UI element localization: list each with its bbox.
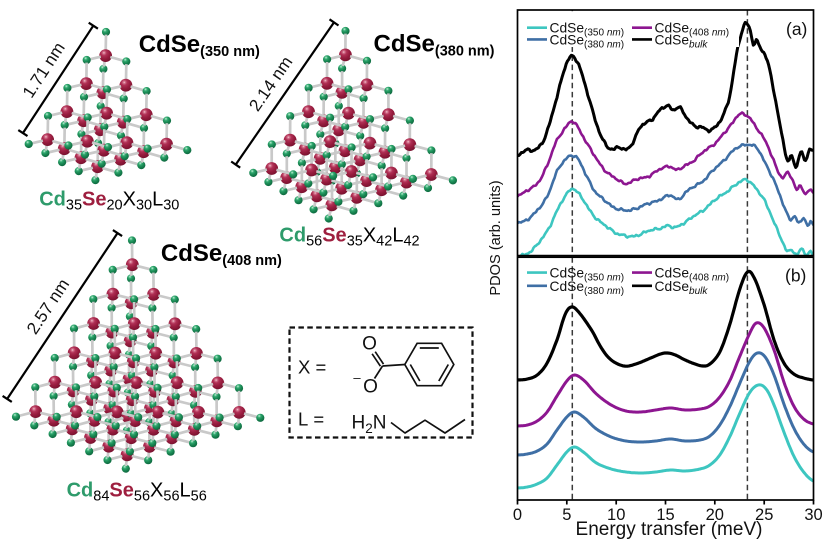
svg-text:(b): (b): [785, 266, 806, 286]
svg-text:O: O: [362, 334, 377, 355]
svg-text:5: 5: [562, 506, 571, 524]
svg-text:0: 0: [513, 506, 522, 524]
svg-text:Energy transfer (meV): Energy transfer (meV): [576, 519, 763, 540]
svg-text:PDOS (arb. units): PDOS (arb. units): [488, 180, 504, 295]
svg-text:X =: X =: [298, 357, 326, 378]
svg-text:(a): (a): [786, 19, 807, 39]
svg-text:–: –: [353, 370, 361, 385]
svg-text:30: 30: [804, 506, 822, 524]
svg-text:L =: L =: [298, 409, 324, 430]
svg-text:O: O: [363, 377, 378, 398]
